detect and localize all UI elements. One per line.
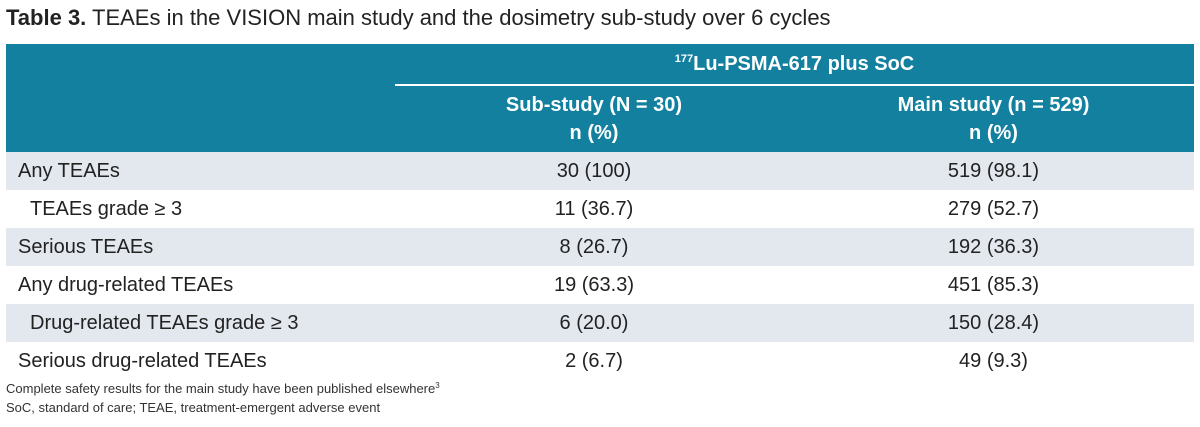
table-row: Any TEAEs 30 (100) 519 (98.1) xyxy=(6,152,1194,190)
data-table: 177Lu-PSMA-617 plus SoC Sub-study (N = 3… xyxy=(6,44,1194,380)
row-label: TEAEs grade ≥ 3 xyxy=(30,197,183,220)
footnote-ref: 3 xyxy=(435,381,440,390)
table-row: Serious drug-related TEAEs 2 (6.7) 49 (9.3… xyxy=(6,342,1194,380)
row-label: Serious drug-related TEAEs xyxy=(18,349,267,372)
row-label: Any drug-related TEAEs xyxy=(18,273,234,296)
column-header-row: Sub-study (N = 30) n (%) Main study (n = … xyxy=(6,85,1194,152)
table-row: TEAEs grade ≥ 3 11 (36.7) 279 (52.7) xyxy=(6,190,1194,228)
cell: 192 (36.3) xyxy=(793,228,1194,266)
cell: 279 (52.7) xyxy=(947,197,1040,220)
group-header: 177Lu-PSMA-617 plus SoC xyxy=(395,44,1194,86)
cell: 2 (6.7) xyxy=(565,349,623,372)
title-text: TEAEs in the VISION main study and the d… xyxy=(92,5,831,30)
table-row: Any drug-related TEAEs 19 (63.3) 451 (85.3… xyxy=(6,266,1194,304)
table-title: Table 3. TEAEs in the VISION main study … xyxy=(6,5,831,31)
column-header: Main study (n = 529) n (%) xyxy=(793,85,1194,152)
group-header-row: 177Lu-PSMA-617 plus SoC xyxy=(6,44,1194,86)
column-unit: n (%) xyxy=(569,122,619,144)
footnote: Complete safety results for the main stu… xyxy=(6,381,440,396)
cell: 30 (100) xyxy=(395,152,793,190)
column-name: Main study (n = 529) xyxy=(897,94,1090,116)
column-header: Sub-study (N = 30) n (%) xyxy=(395,85,793,152)
cell: 49 (9.3) xyxy=(959,349,1028,372)
cell: 150 (28.4) xyxy=(793,304,1194,342)
table-row: Serious TEAEs 8 (26.7) 192 (36.3) xyxy=(6,228,1194,266)
cell: 8 (26.7) xyxy=(395,228,793,266)
group-header-text: Lu-PSMA-617 plus SoC xyxy=(693,52,915,75)
cell: 11 (36.7) xyxy=(554,197,634,220)
cell: 451 (85.3) xyxy=(947,273,1040,296)
empty-header xyxy=(6,44,395,85)
footnote: SoC, standard of care; TEAE, treatment-e… xyxy=(6,400,380,415)
cell: 19 (63.3) xyxy=(553,273,635,296)
footnote-text: SoC, standard of care; TEAE, treatment-e… xyxy=(6,400,381,415)
title-label: Table 3. xyxy=(6,5,87,30)
column-name: Sub-study (N = 30) xyxy=(505,94,683,116)
cell: 519 (98.1) xyxy=(793,152,1194,190)
superscript: 177 xyxy=(674,52,694,65)
footnote-text: Complete safety results for the main stu… xyxy=(6,381,436,396)
empty-header xyxy=(6,85,395,152)
column-unit: n (%) xyxy=(969,122,1018,144)
cell: 6 (20.0) xyxy=(395,304,793,342)
row-label: Serious TEAEs xyxy=(6,228,395,266)
row-label: Drug-related TEAEs grade ≥ 3 xyxy=(6,304,395,342)
row-label: Any TEAEs xyxy=(6,152,395,190)
